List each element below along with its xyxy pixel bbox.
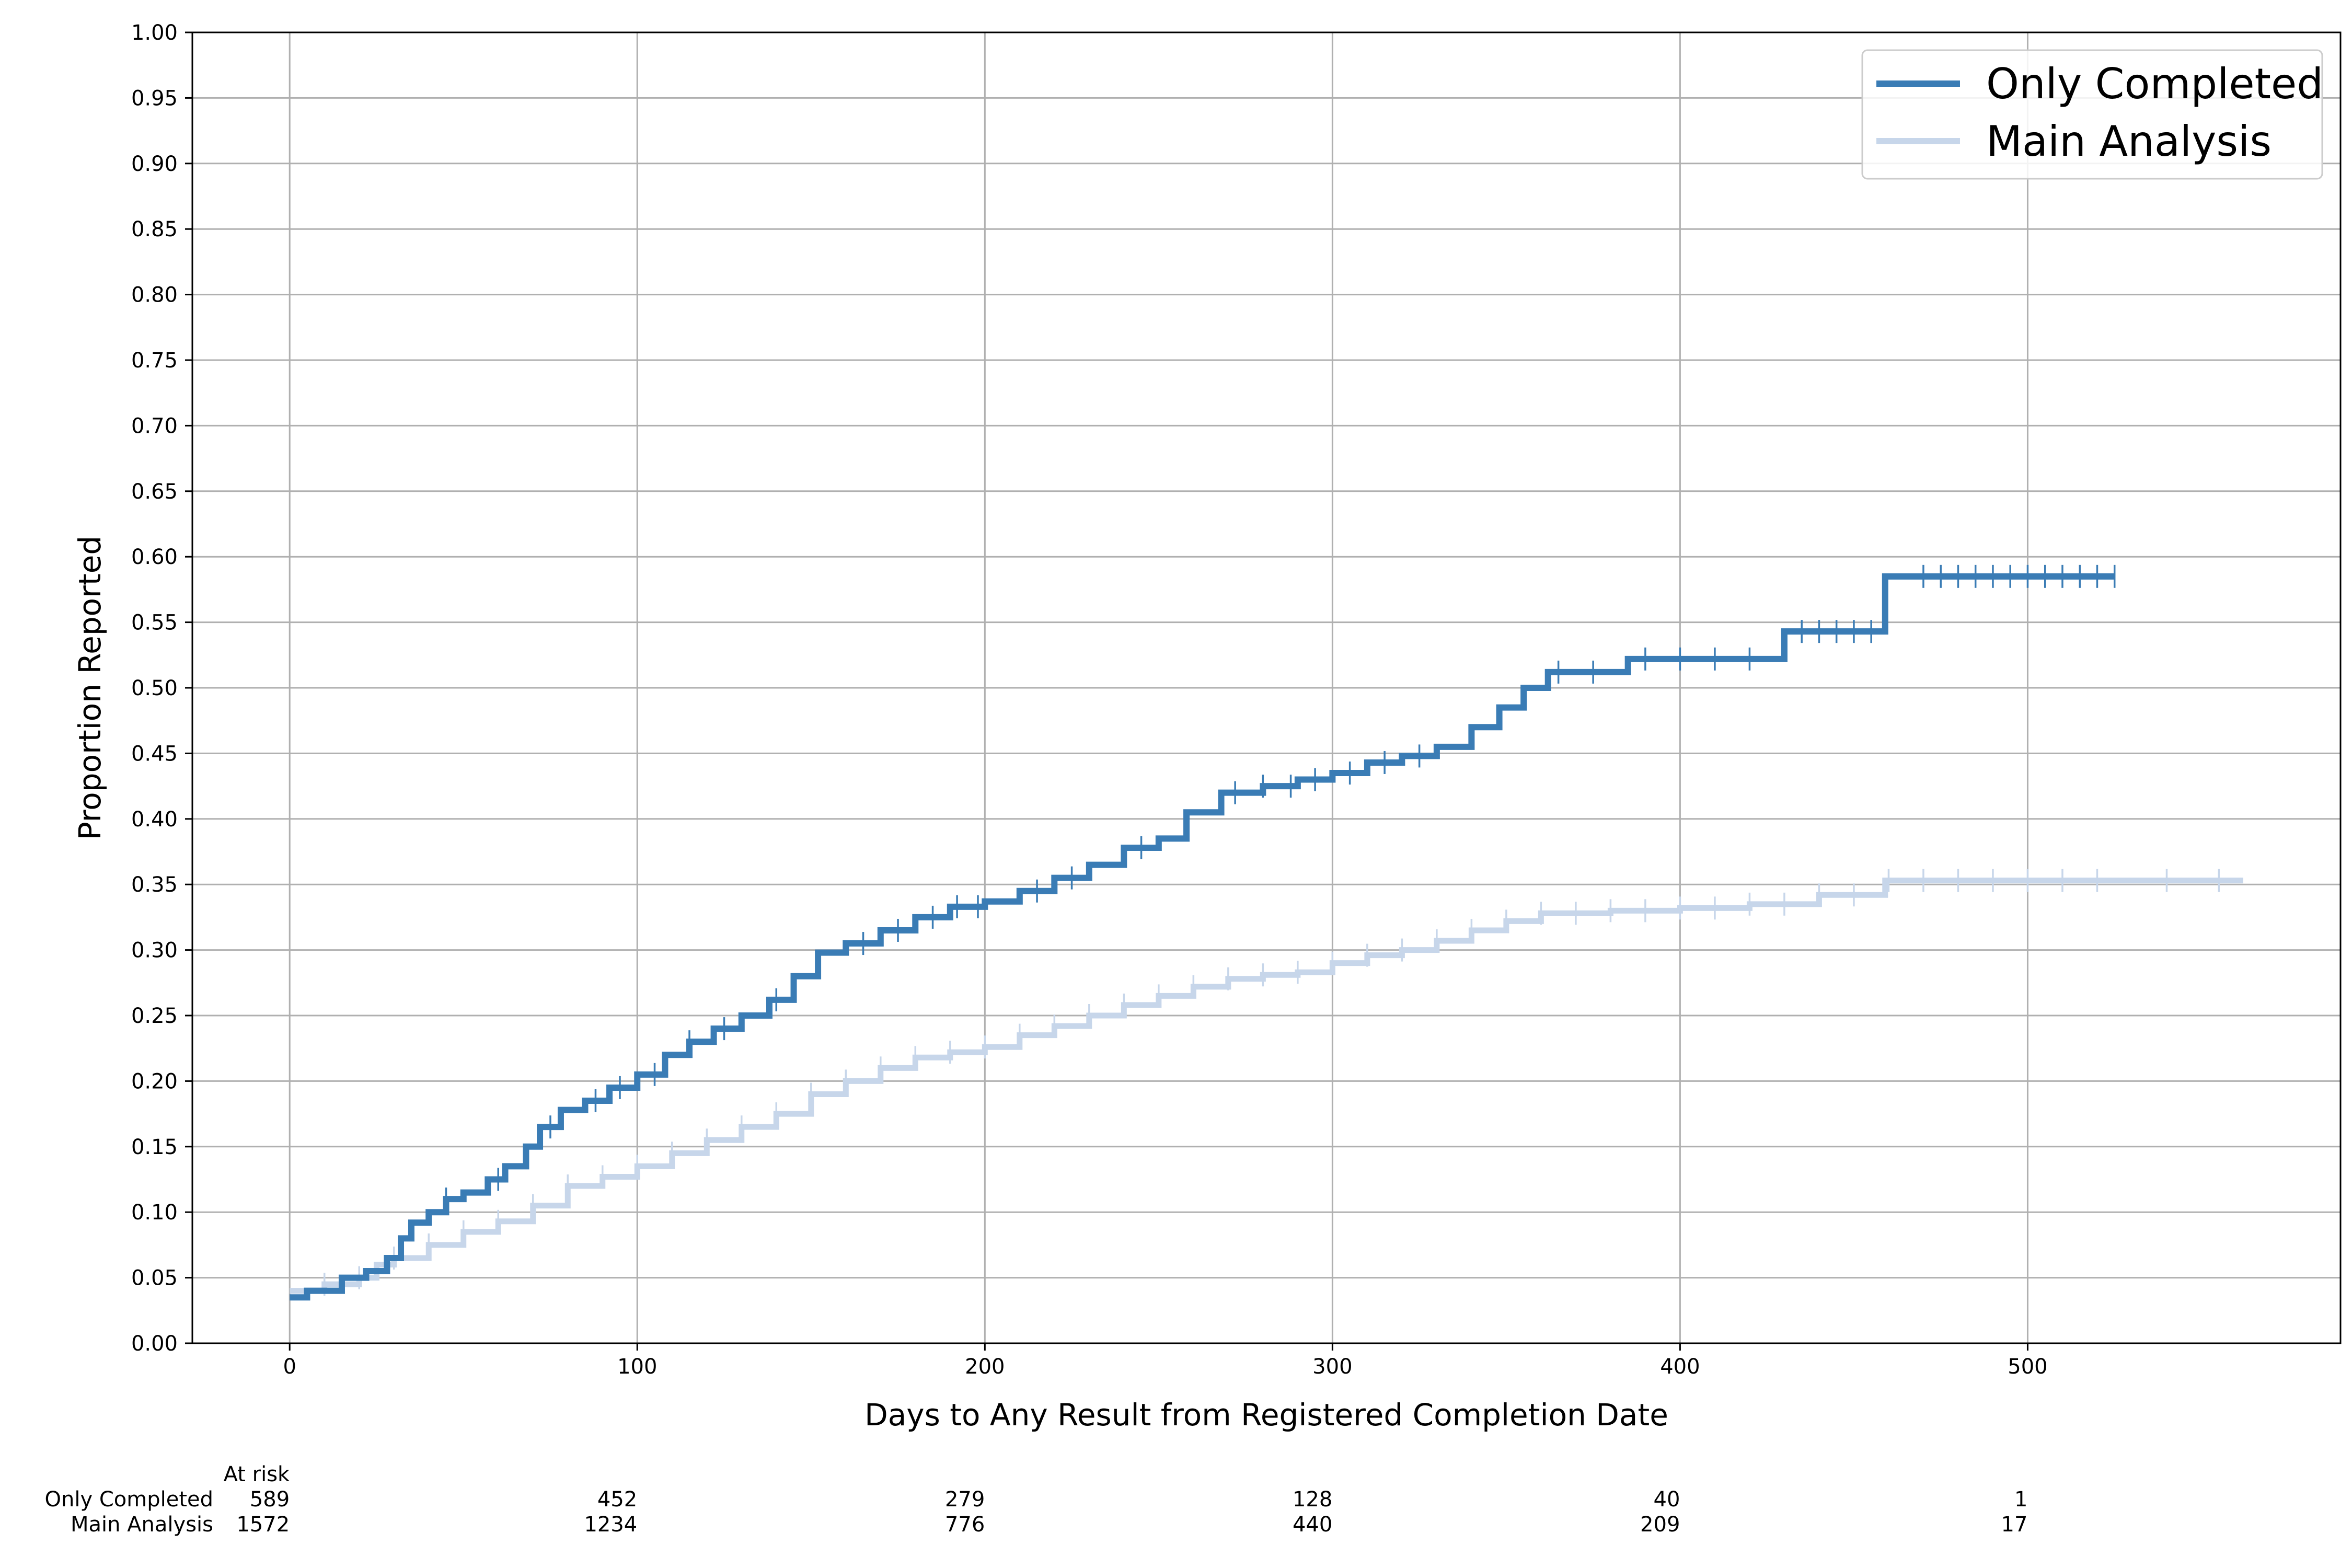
- axis-ticks: 0 100 200 300 400 500 0.00 0.05 0.10 0.15 0.20 0.25…: [131, 21, 2048, 1379]
- x-axis-label: Days to Any Result from Registered Compl…: [864, 1397, 1668, 1433]
- at-risk-value: 1234: [584, 1513, 637, 1537]
- legend-label-main-analysis: Main Analysis: [1986, 117, 2272, 166]
- x-tick-label: 0: [283, 1355, 296, 1379]
- y-tick-label: 0.25: [131, 1004, 178, 1028]
- y-axis-label: Proportion Reported: [72, 536, 108, 840]
- series-line-main-analysis: [290, 878, 2243, 1294]
- y-tick-label: 0.10: [131, 1201, 178, 1225]
- y-tick-label: 0.50: [131, 676, 178, 700]
- x-tick-label: 300: [1312, 1355, 1352, 1379]
- y-tick-label: 0.55: [131, 611, 178, 635]
- y-tick-label: 0.80: [131, 283, 178, 307]
- x-tick-label: 500: [2008, 1355, 2047, 1379]
- y-tick-label: 0.60: [131, 545, 178, 569]
- y-tick-label: 0.95: [131, 86, 178, 110]
- at-risk-value: 452: [597, 1488, 637, 1512]
- at-risk-table: At risk Only Completed Main Analysis 589…: [45, 1462, 2028, 1537]
- at-risk-value: 40: [1654, 1488, 1680, 1512]
- series-only-completed: [290, 564, 2116, 1301]
- y-tick-label: 0.65: [131, 480, 178, 504]
- series-line-only-completed: [290, 573, 2115, 1301]
- at-risk-value: 1572: [236, 1513, 290, 1537]
- y-tick-label: 1.00: [131, 21, 178, 45]
- y-tick-label: 0.35: [131, 873, 178, 897]
- y-tick-label: 0.15: [131, 1135, 178, 1159]
- x-tick-label: 100: [617, 1355, 657, 1379]
- at-risk-value: 209: [1640, 1513, 1680, 1537]
- at-risk-row-label-main-analysis: Main Analysis: [71, 1513, 213, 1537]
- x-tick-label: 400: [1660, 1355, 1700, 1379]
- legend: Only Completed Main Analysis: [1861, 49, 2323, 180]
- at-risk-values: 589 452 279 128 40 1 1572 1234 776 440 209 17: [236, 1488, 2027, 1537]
- at-risk-value: 589: [250, 1488, 290, 1512]
- y-tick-label: 0.00: [131, 1332, 178, 1356]
- x-tick-label: 200: [965, 1355, 1005, 1379]
- y-tick-label: 0.75: [131, 349, 178, 373]
- y-tick-label: 0.85: [131, 217, 178, 241]
- series-main-analysis: [290, 869, 2243, 1296]
- legend-label-only-completed: Only Completed: [1986, 60, 2323, 108]
- at-risk-title: At risk: [224, 1462, 290, 1486]
- at-risk-value: 776: [945, 1513, 985, 1537]
- at-risk-value: 128: [1293, 1488, 1332, 1512]
- at-risk-value: 1: [2014, 1488, 2027, 1512]
- y-tick-label: 0.20: [131, 1069, 178, 1093]
- at-risk-value: 440: [1293, 1513, 1332, 1537]
- series-layer: [290, 564, 2243, 1301]
- y-tick-label: 0.05: [131, 1266, 178, 1290]
- y-tick-label: 0.40: [131, 808, 178, 832]
- y-tick-label: 0.90: [131, 152, 178, 176]
- at-risk-value: 17: [2001, 1513, 2028, 1537]
- y-tick-label: 0.70: [131, 414, 178, 438]
- legend-box: [1861, 49, 2323, 180]
- at-risk-row-label-only-completed: Only Completed: [45, 1488, 214, 1512]
- y-tick-label: 0.45: [131, 742, 178, 766]
- y-tick-label: 0.30: [131, 939, 178, 963]
- grid: [192, 31, 2341, 1344]
- at-risk-value: 279: [945, 1488, 985, 1512]
